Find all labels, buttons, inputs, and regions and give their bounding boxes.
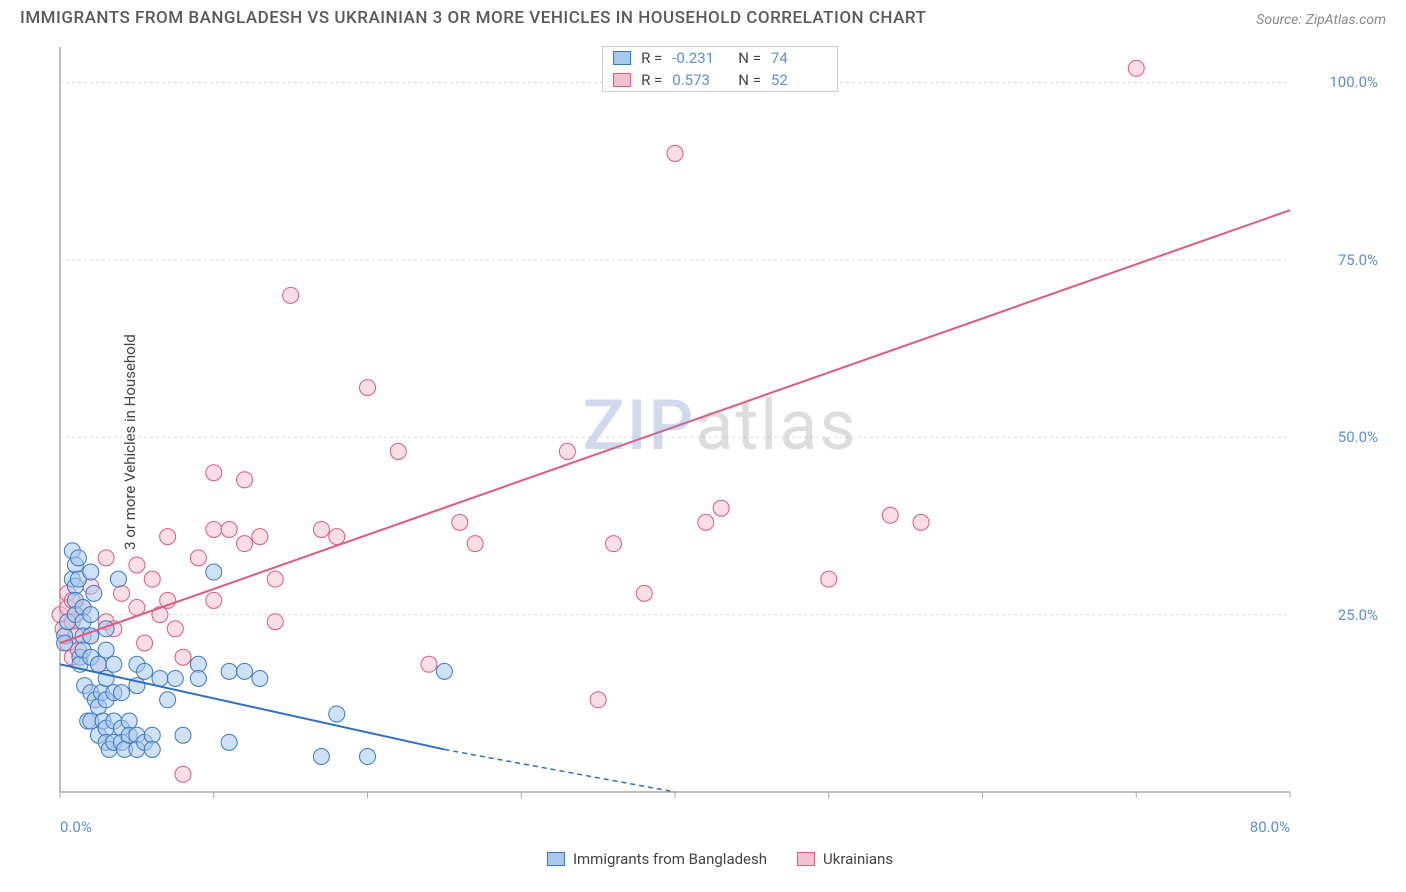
legend-label-ukrainian: Ukrainians [823, 850, 893, 868]
r-label: R = [641, 49, 662, 67]
r-label: R = [641, 71, 662, 89]
chart-area: 3 or more Vehicles in Household R = -0.2… [50, 42, 1390, 842]
legend-row-ukrainian: R = 0.573 N = 52 [603, 69, 837, 91]
n-label: N = [738, 71, 761, 89]
n-value-bangladesh: 74 [771, 49, 827, 67]
r-value-ukrainian: 0.573 [672, 71, 728, 89]
legend-item-bangladesh: Immigrants from Bangladesh [547, 850, 767, 868]
n-label: N = [738, 49, 761, 67]
y-tick-label: 50.0% [1338, 428, 1378, 446]
swatch-ukrainian-b [797, 852, 815, 866]
swatch-ukrainian [613, 73, 631, 87]
legend-row-bangladesh: R = -0.231 N = 74 [603, 47, 837, 69]
y-tick-label: 25.0% [1338, 606, 1378, 624]
y-tick-label: 100.0% [1329, 73, 1378, 91]
swatch-bangladesh-b [547, 852, 565, 866]
legend-label-bangladesh: Immigrants from Bangladesh [573, 850, 767, 868]
y-tick-label: 75.0% [1338, 251, 1378, 269]
series-legend: Immigrants from Bangladesh Ukrainians [547, 850, 893, 868]
n-value-ukrainian: 52 [771, 71, 827, 89]
legend-item-ukrainian: Ukrainians [797, 850, 893, 868]
swatch-bangladesh [613, 51, 631, 65]
source-value: ZipAtlas.com [1306, 12, 1386, 28]
correlation-legend: R = -0.231 N = 74 R = 0.573 N = 52 [602, 46, 838, 92]
source: Source: ZipAtlas.com [1256, 9, 1386, 28]
scatter-plot [50, 42, 1350, 822]
x-tick-label: 0.0% [60, 818, 92, 836]
r-value-bangladesh: -0.231 [672, 49, 728, 67]
chart-title: IMMIGRANTS FROM BANGLADESH VS UKRAINIAN … [20, 8, 926, 28]
source-label: Source: [1256, 12, 1301, 28]
x-tick-label: 80.0% [1250, 818, 1290, 836]
